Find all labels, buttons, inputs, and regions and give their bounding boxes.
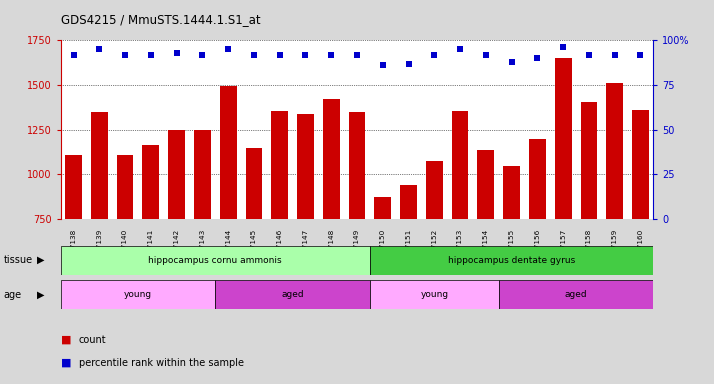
Point: [68, 51, 79, 58]
Bar: [606, 83, 623, 219]
Point: [94, 46, 105, 52]
Bar: [478, 150, 494, 219]
Bar: [61, 280, 216, 309]
Bar: [498, 280, 653, 309]
Text: percentile rank within the sample: percentile rank within the sample: [79, 358, 243, 368]
Bar: [246, 148, 262, 219]
Bar: [503, 166, 520, 219]
Bar: [297, 114, 314, 219]
Text: ▶: ▶: [37, 290, 45, 300]
Point: [300, 51, 311, 58]
Bar: [370, 246, 653, 275]
Point: [248, 51, 260, 58]
Text: aged: aged: [565, 290, 588, 299]
Text: aged: aged: [281, 290, 304, 299]
Text: hippocampus cornu ammonis: hippocampus cornu ammonis: [149, 256, 282, 265]
Bar: [323, 99, 340, 219]
Bar: [271, 111, 288, 219]
Text: ■: ■: [61, 358, 71, 368]
Point: [403, 60, 414, 66]
Bar: [580, 102, 598, 219]
Bar: [529, 139, 545, 219]
Point: [558, 45, 569, 51]
Bar: [65, 155, 82, 219]
Text: hippocampus dentate gyrus: hippocampus dentate gyrus: [448, 256, 575, 265]
Point: [145, 51, 156, 58]
Point: [583, 51, 595, 58]
Bar: [400, 185, 417, 219]
Bar: [555, 58, 571, 219]
Point: [377, 62, 388, 68]
Bar: [632, 110, 649, 219]
Point: [223, 46, 234, 52]
Point: [480, 51, 491, 58]
Text: tissue: tissue: [4, 255, 33, 265]
Point: [635, 51, 646, 58]
Bar: [452, 111, 468, 219]
Bar: [348, 112, 366, 219]
Point: [119, 51, 131, 58]
Text: ▶: ▶: [37, 255, 45, 265]
Text: count: count: [79, 335, 106, 345]
Bar: [61, 246, 370, 275]
Point: [428, 51, 440, 58]
Text: ■: ■: [61, 335, 71, 345]
Bar: [143, 145, 159, 219]
Bar: [116, 155, 134, 219]
Point: [326, 51, 337, 58]
Bar: [370, 280, 498, 309]
Point: [609, 51, 620, 58]
Bar: [374, 197, 391, 219]
Point: [351, 51, 363, 58]
Point: [454, 46, 466, 52]
Text: young: young: [421, 290, 448, 299]
Point: [506, 59, 518, 65]
Bar: [426, 161, 443, 219]
Bar: [216, 280, 370, 309]
Text: age: age: [4, 290, 21, 300]
Bar: [91, 112, 108, 219]
Bar: [169, 130, 185, 219]
Point: [171, 50, 182, 56]
Bar: [194, 131, 211, 219]
Point: [196, 51, 208, 58]
Point: [532, 55, 543, 61]
Text: GDS4215 / MmuSTS.1444.1.S1_at: GDS4215 / MmuSTS.1444.1.S1_at: [61, 13, 261, 26]
Text: young: young: [124, 290, 152, 299]
Bar: [220, 86, 236, 219]
Point: [274, 51, 286, 58]
